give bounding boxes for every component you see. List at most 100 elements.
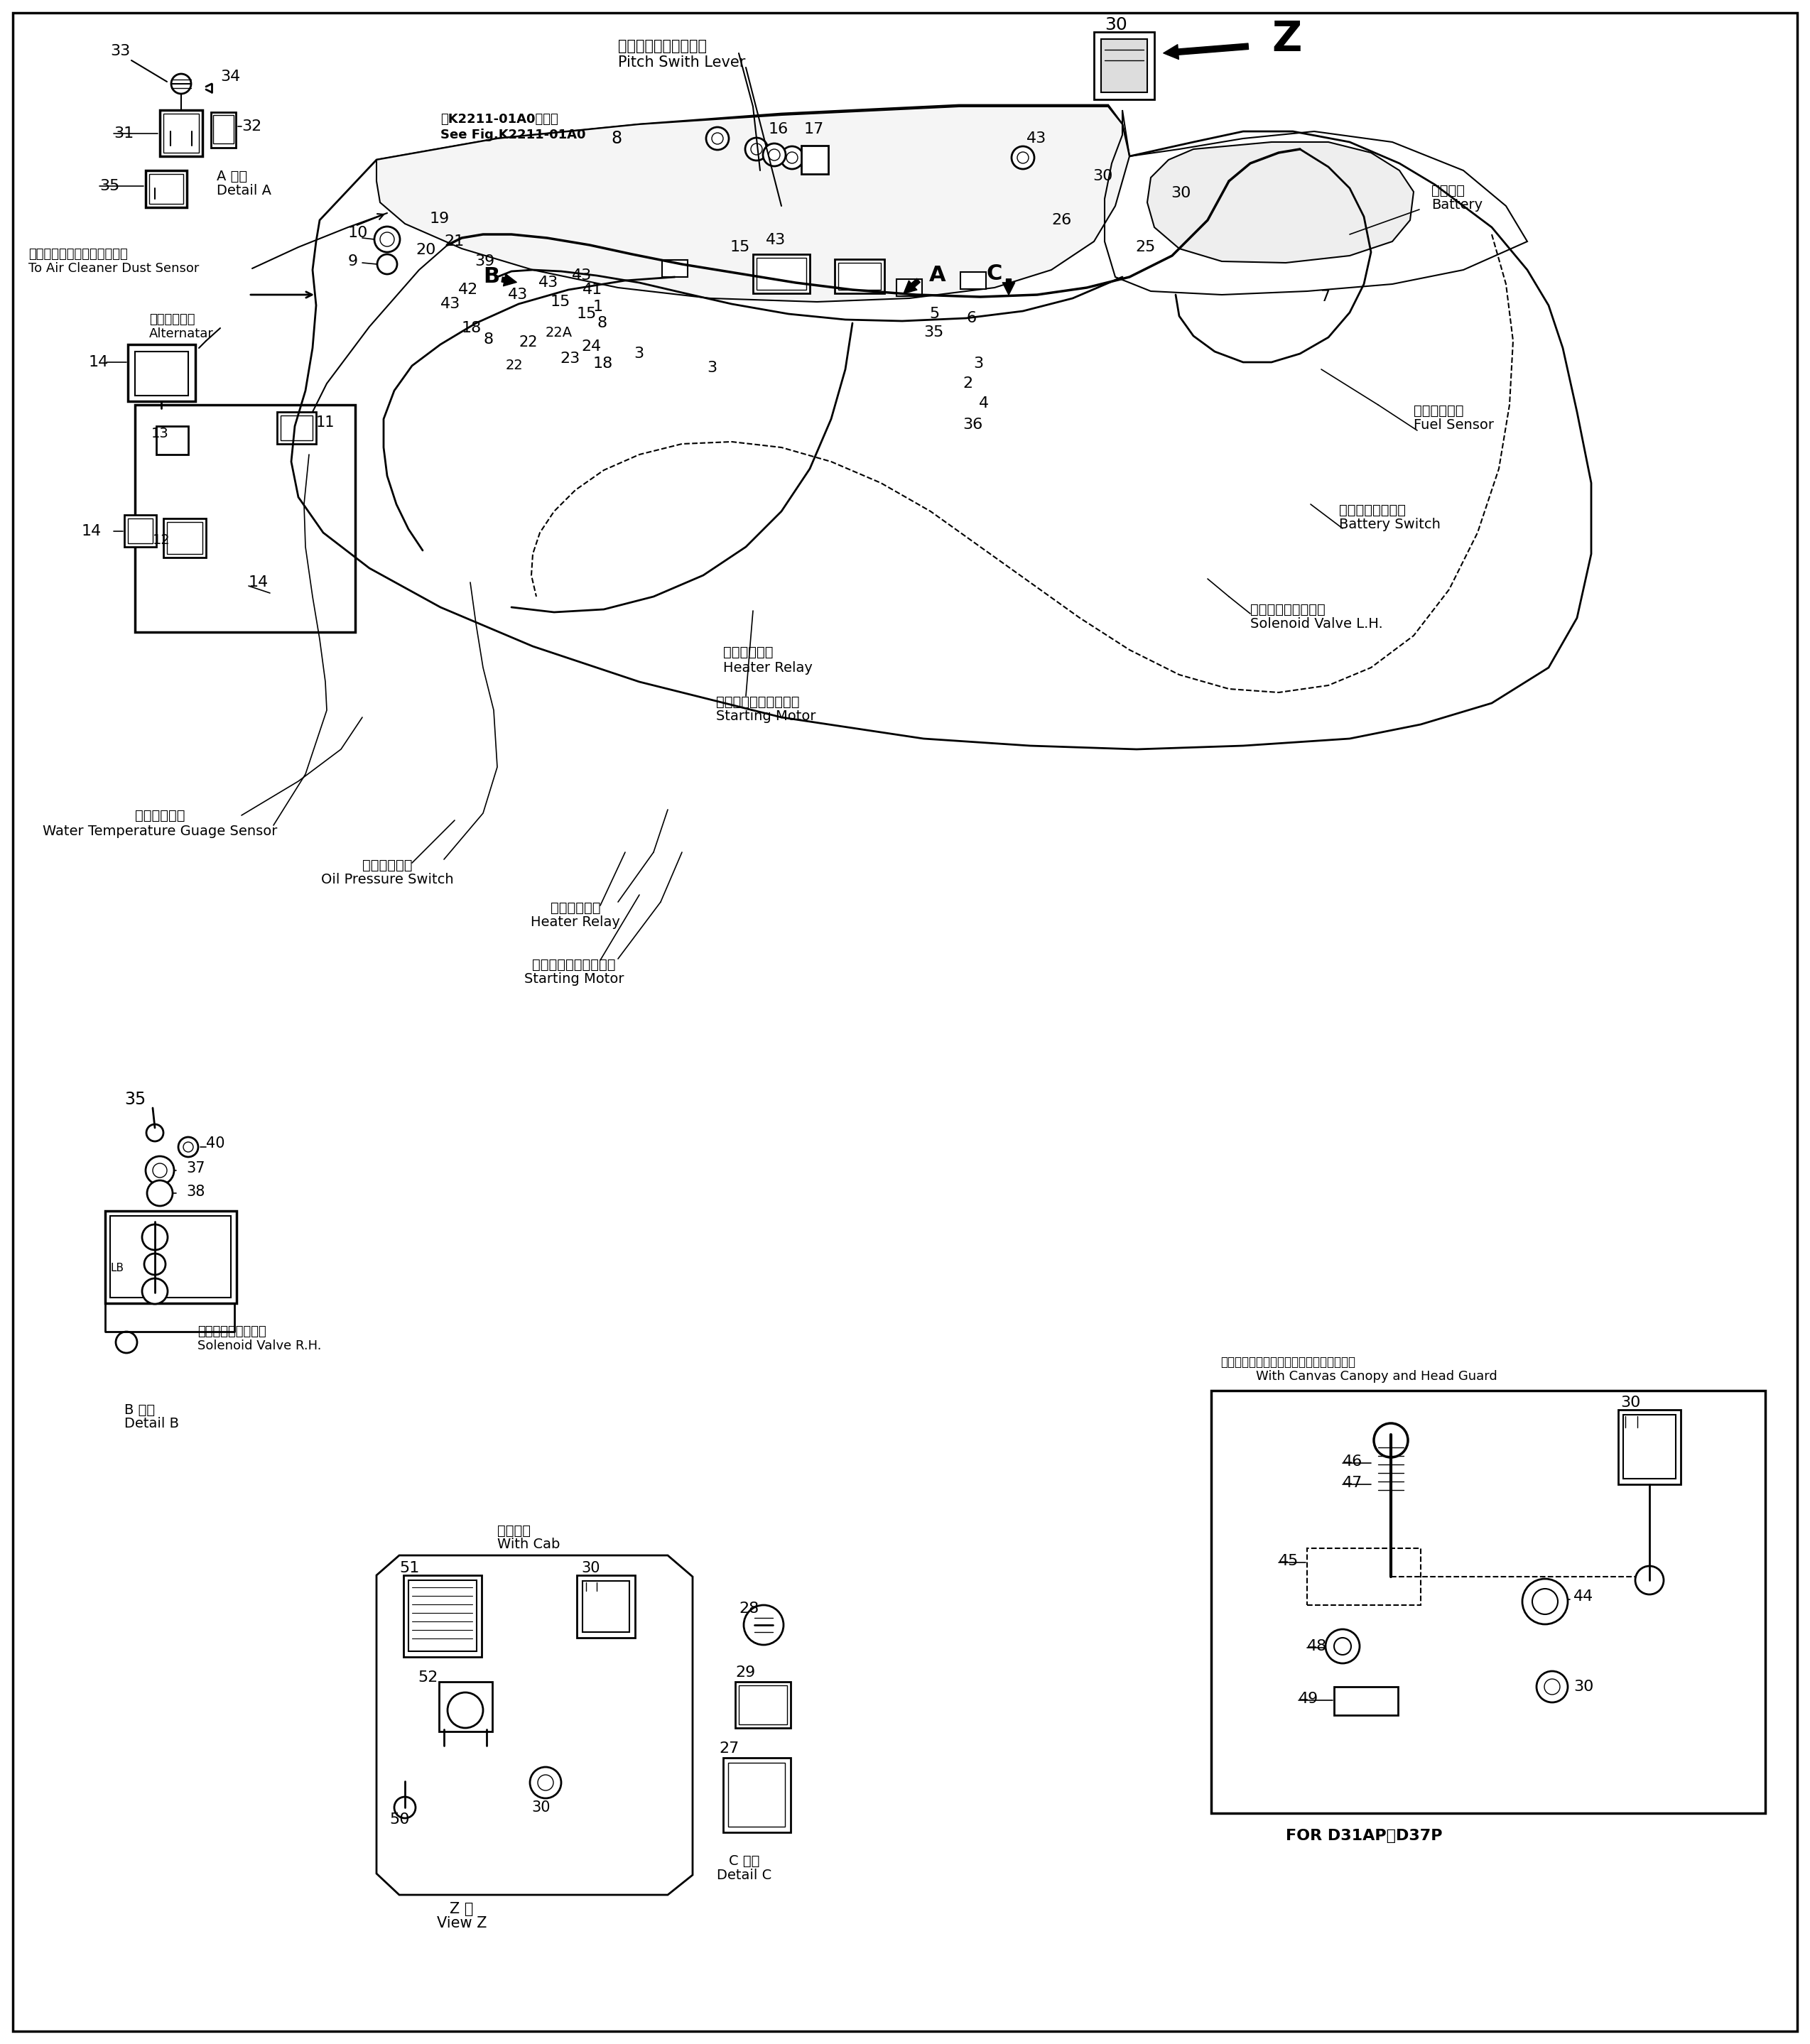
Bar <box>281 415 313 439</box>
Bar <box>1211 1390 1765 1813</box>
Bar <box>577 1576 635 1637</box>
Circle shape <box>172 74 192 94</box>
Text: 43: 43 <box>440 296 460 311</box>
Text: 43: 43 <box>538 276 559 290</box>
Circle shape <box>1012 147 1034 170</box>
Text: バッテリ: バッテリ <box>1432 184 1464 196</box>
Text: 8: 8 <box>597 317 606 331</box>
Text: Detail B: Detail B <box>125 1416 179 1431</box>
Text: オルタネータ: オルタネータ <box>148 313 195 325</box>
Bar <box>212 112 235 147</box>
Text: LB: LB <box>110 1263 123 1273</box>
Text: 7: 7 <box>1319 290 1330 305</box>
Text: 14: 14 <box>81 523 101 538</box>
Text: 24: 24 <box>581 339 601 354</box>
Text: 19: 19 <box>429 213 451 225</box>
Text: 30: 30 <box>1620 1396 1640 1410</box>
Text: スターティングモータ: スターティングモータ <box>532 959 615 971</box>
Circle shape <box>141 1278 168 1304</box>
Text: 22: 22 <box>505 360 523 372</box>
Bar <box>1334 1686 1397 1715</box>
Text: エアクリーナダストセンサへ: エアクリーナダストセンサへ <box>29 247 129 262</box>
Text: 30: 30 <box>1104 16 1128 33</box>
Circle shape <box>1325 1629 1359 1664</box>
Circle shape <box>116 1331 138 1353</box>
Text: 33: 33 <box>110 45 130 57</box>
Bar <box>753 253 809 294</box>
Text: Z: Z <box>1272 18 1301 59</box>
Text: 52: 52 <box>418 1670 438 1684</box>
Text: ピッチスイッチレバー: ピッチスイッチレバー <box>617 39 708 53</box>
Circle shape <box>1537 1672 1567 1703</box>
Text: B 詳細: B 詳細 <box>125 1402 156 1416</box>
Text: 18: 18 <box>462 321 481 335</box>
Circle shape <box>1522 1578 1567 1625</box>
Text: Solenoid Valve R.H.: Solenoid Valve R.H. <box>197 1339 322 1353</box>
Text: 13: 13 <box>150 427 168 439</box>
Bar <box>136 352 188 397</box>
Bar <box>961 272 986 288</box>
Text: 39: 39 <box>474 253 494 268</box>
Text: 30: 30 <box>532 1801 550 1815</box>
Text: 47: 47 <box>1343 1476 1363 1490</box>
Text: 25: 25 <box>1135 239 1155 253</box>
Circle shape <box>530 1766 561 1799</box>
Text: 30: 30 <box>1093 170 1113 184</box>
Text: See Fig.K2211-01A0: See Fig.K2211-01A0 <box>440 129 586 141</box>
Text: 43: 43 <box>1026 131 1046 145</box>
Text: 26: 26 <box>1052 213 1072 227</box>
Text: Detail C: Detail C <box>717 1868 771 1883</box>
Text: 16: 16 <box>769 123 789 137</box>
Bar <box>110 1216 232 1298</box>
Bar <box>404 1576 481 1658</box>
Text: Z 視: Z 視 <box>451 1903 474 1915</box>
Text: 35: 35 <box>100 180 119 194</box>
Text: 22: 22 <box>518 335 538 350</box>
Text: 6: 6 <box>967 311 976 325</box>
Text: With Canvas Canopy and Head Guard: With Canvas Canopy and Head Guard <box>1256 1369 1497 1384</box>
Polygon shape <box>1148 141 1414 264</box>
Bar <box>724 1758 791 1831</box>
Text: 35: 35 <box>125 1091 147 1108</box>
Text: 29: 29 <box>735 1666 755 1680</box>
Text: 20: 20 <box>416 243 436 258</box>
Text: ソレノイドバルブ右: ソレノイドバルブ右 <box>197 1325 266 1339</box>
Text: バッテリスイッチ: バッテリスイッチ <box>1339 503 1406 517</box>
Text: To Air Cleaner Dust Sensor: To Air Cleaner Dust Sensor <box>29 262 199 274</box>
Bar <box>105 1210 237 1304</box>
Bar <box>1100 39 1148 92</box>
Bar <box>125 515 156 548</box>
Circle shape <box>375 227 400 251</box>
Circle shape <box>147 1124 163 1141</box>
Text: Oil Pressure Switch: Oil Pressure Switch <box>320 873 454 885</box>
Text: B: B <box>483 266 500 288</box>
Text: 8: 8 <box>612 131 621 147</box>
Circle shape <box>780 147 804 170</box>
Text: 12: 12 <box>152 533 170 546</box>
Text: FOR D31AP，D37P: FOR D31AP，D37P <box>1285 1829 1443 1844</box>
Text: ソレノイドバルブ左: ソレノイドバルブ左 <box>1251 603 1325 615</box>
Bar <box>129 345 195 401</box>
Text: 30: 30 <box>581 1562 599 1576</box>
Text: 43: 43 <box>766 233 786 247</box>
Text: 2: 2 <box>963 376 972 390</box>
Circle shape <box>746 137 767 161</box>
Bar <box>757 258 805 290</box>
Text: Heater Relay: Heater Relay <box>724 660 813 675</box>
Bar <box>440 1682 492 1731</box>
Circle shape <box>395 1797 416 1819</box>
Bar <box>1618 1410 1681 1484</box>
Bar <box>735 1682 791 1727</box>
Bar <box>1093 33 1155 100</box>
Text: 14: 14 <box>89 356 109 370</box>
Bar <box>145 170 186 206</box>
Text: Battery: Battery <box>1432 198 1482 211</box>
Text: 41: 41 <box>583 282 603 296</box>
Text: Alternatar: Alternatar <box>148 327 214 339</box>
Bar <box>583 1580 630 1631</box>
Polygon shape <box>376 1555 693 1895</box>
Text: 5: 5 <box>929 307 939 321</box>
Text: 31: 31 <box>114 127 134 141</box>
Text: 45: 45 <box>1278 1553 1300 1568</box>
Text: 27: 27 <box>719 1741 738 1756</box>
